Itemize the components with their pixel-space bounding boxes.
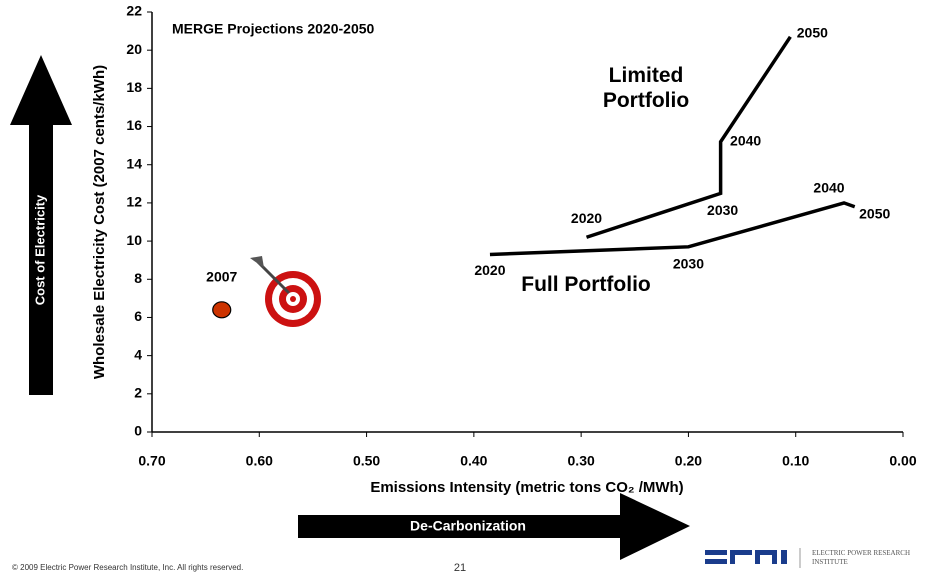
y-tick-label: 6: [134, 308, 142, 324]
point-label: 2030: [673, 256, 704, 272]
x-axis-label: Emissions Intensity (metric tons CO₂ /MW…: [370, 479, 683, 496]
y-tick-label: 18: [126, 79, 142, 95]
x-tick-label: 0.60: [246, 453, 273, 469]
logo-text: ELECTRIC POWER RESEARCH INSTITUTE: [812, 549, 911, 566]
y-tick-label: 2: [134, 385, 142, 401]
y-tick-label: 4: [134, 346, 142, 362]
point-label: 2050: [859, 205, 890, 221]
point-label: 2050: [797, 25, 828, 41]
up-arrow: [10, 55, 72, 395]
x-tick-label: 0.20: [675, 453, 702, 469]
y-tick-label: 0: [134, 423, 142, 439]
series-line: [489, 201, 856, 257]
y-tick-label: 22: [126, 3, 142, 19]
target-icon: [250, 256, 321, 327]
footer: © 2009 Electric Power Research Institute…: [12, 563, 243, 572]
point-label: 2040: [813, 180, 844, 196]
point-label: 2040: [730, 133, 761, 149]
right-arrow-label: De-Carbonization: [410, 518, 526, 534]
chart-title: MERGE Projections 2020-2050: [172, 21, 375, 37]
point-label: 2007: [206, 269, 237, 285]
y-tick-label: 16: [126, 117, 142, 133]
x-tick-label: 0.10: [782, 453, 809, 469]
point-label: 2020: [571, 210, 602, 226]
y-tick-label: 20: [126, 41, 142, 57]
page-number: 21: [454, 562, 466, 574]
series-name: Full Portfolio: [521, 272, 651, 297]
y-axis-label: Wholesale Electricity Cost (2007 cents/k…: [91, 65, 108, 379]
x-tick-label: 0.40: [460, 453, 487, 469]
point-label: 2020: [474, 262, 505, 278]
x-tick-label: 0.70: [138, 453, 165, 469]
x-tick-label: 0.30: [568, 453, 595, 469]
x-tick-label: 0.50: [353, 453, 380, 469]
point: [212, 301, 232, 319]
right-arrow: [298, 493, 690, 560]
logo-mark: [705, 548, 801, 568]
point-label: 2030: [707, 202, 738, 218]
y-tick-label: 10: [126, 232, 142, 248]
y-tick-label: 8: [134, 270, 142, 286]
y-tick-label: 14: [126, 155, 142, 171]
series-line: [585, 35, 792, 239]
up-arrow-label: Cost of Electricity: [32, 194, 47, 305]
y-tick-label: 12: [126, 194, 142, 210]
x-tick-label: 0.00: [889, 453, 916, 469]
series-name: Limited Portfolio: [581, 63, 711, 113]
